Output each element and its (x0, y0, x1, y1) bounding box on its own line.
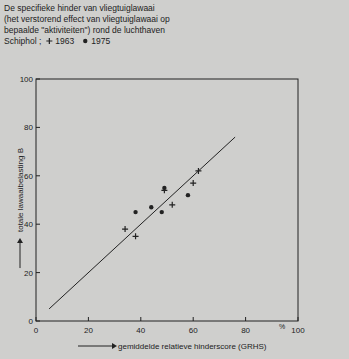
marker-dot (160, 210, 164, 214)
y-tick-label: 40 (24, 220, 33, 229)
x-label: gemiddelde relatieve hinderscore (GRHS) (118, 342, 267, 351)
title: De specifieke hinder van vliegtuiglawaai… (4, 3, 170, 46)
legend-label: 1963 (55, 36, 74, 46)
y-tick-label: 100 (20, 75, 34, 84)
title-line: (het verstorend effect van vliegtuiglawa… (4, 14, 170, 24)
y-label: totale lawaaibelasting B (16, 148, 25, 232)
x-tick (298, 317, 299, 321)
y-tick-label: 60 (24, 172, 33, 181)
x-unit: % (279, 323, 285, 330)
marker-plus (46, 38, 52, 44)
marker-dot (149, 205, 153, 209)
title-line: bepaalde "aktiviteiten") rond de luchtha… (4, 25, 165, 35)
marker-plus (122, 226, 128, 232)
marker-dot (133, 210, 137, 214)
legend-entry: 1975 (83, 36, 110, 46)
x-tick (36, 317, 37, 321)
x-tick-label: 40 (136, 326, 145, 335)
marker-dot (186, 193, 190, 197)
x-arrowhead (112, 343, 117, 349)
y-tick (36, 272, 40, 273)
legend-entry: 1963 (46, 36, 74, 46)
y-tick (36, 79, 40, 80)
legend-label: 1975 (91, 36, 110, 46)
x-tick-label: 20 (84, 326, 93, 335)
title-line: De specifieke hinder van vliegtuiglawaai (4, 3, 155, 13)
marker-plus (190, 180, 196, 186)
x-tick (140, 317, 141, 321)
x-tick-label: 60 (189, 326, 198, 335)
y-arrow (20, 242, 21, 268)
marker-plus (133, 233, 139, 239)
chart: De specifieke hinder van vliegtuiglawaai… (0, 0, 349, 359)
x-tick (245, 317, 246, 321)
x-tick (193, 317, 194, 321)
y-tick (36, 224, 40, 225)
trend-line (49, 137, 235, 309)
x-tick (88, 317, 89, 321)
marker-dot (162, 186, 166, 190)
x-tick-label: 0 (34, 326, 39, 335)
y-tick-label: 80 (24, 123, 33, 132)
y-tick (36, 175, 40, 176)
x-tick-label: 80 (241, 326, 250, 335)
data (49, 137, 235, 309)
x-arrow (78, 346, 112, 347)
x-tick-label: 100 (291, 326, 305, 335)
plot-frame (36, 79, 298, 321)
y-tick (36, 127, 40, 128)
y-tick (36, 321, 40, 322)
y-arrowhead (17, 238, 23, 243)
title-line: Schiphol ; (4, 36, 41, 46)
y-tick-label: 20 (24, 269, 33, 278)
y-tick-label: 0 (29, 317, 34, 326)
marker-dot (83, 39, 87, 43)
marker-plus (169, 202, 175, 208)
